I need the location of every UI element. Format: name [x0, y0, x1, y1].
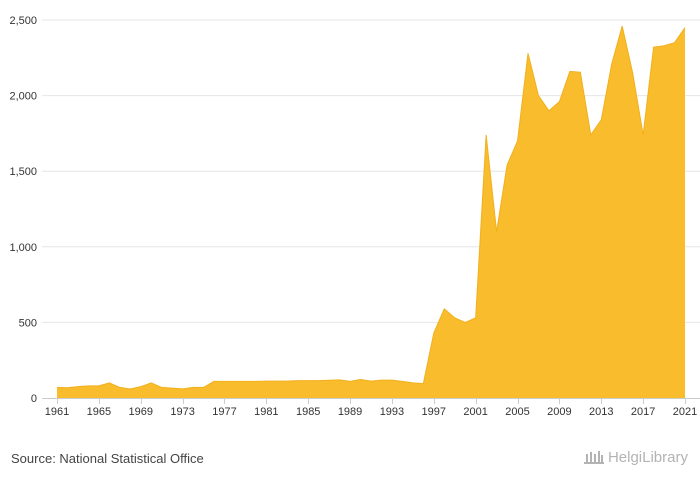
x-tick-label: 1965: [87, 406, 111, 418]
x-tick-label: 1985: [296, 406, 320, 418]
x-axis-labels: 1961 1965 1969 1973 1977 1981 1985 1989 1993 1997…: [45, 406, 697, 418]
x-axis: [42, 398, 700, 404]
x-tick-label: 2005: [505, 406, 529, 418]
x-tick-label: 1977: [212, 406, 236, 418]
x-tick-label: 1997: [422, 406, 446, 418]
brand-name: HelgiLibrary: [607, 448, 688, 466]
source-note: Source: National Statistical Office: [11, 451, 204, 466]
x-tick-label: 1993: [380, 406, 404, 418]
x-tick-label: 1981: [254, 406, 278, 418]
x-tick-label: 1961: [45, 406, 69, 418]
area-series-0: [57, 26, 685, 398]
y-tick-label: 2,500: [9, 15, 37, 27]
y-tick-label: 1,000: [9, 242, 37, 254]
x-tick-label: 1969: [128, 406, 152, 418]
library-building-icon: [583, 448, 605, 466]
brand-logo[interactable]: HelgiLibrary: [583, 448, 688, 466]
x-tick-label: 2009: [547, 406, 571, 418]
area-series-line-0: [56, 25, 686, 390]
x-tick-label: 1973: [170, 406, 194, 418]
y-axis-labels: 0 500 1,000 1,500 2,000 2,500: [9, 15, 37, 405]
x-tick-label: 2001: [463, 406, 487, 418]
y-tick-label: 2,000: [9, 91, 37, 103]
y-tick-label: 500: [19, 317, 37, 329]
x-tick-label: 2017: [631, 406, 655, 418]
y-tick-label: 0: [31, 393, 37, 405]
x-tick-label: 1989: [338, 406, 362, 418]
series-area: [56, 25, 686, 398]
y-tick-label: 1,500: [9, 166, 37, 178]
x-tick-label: 2013: [589, 406, 613, 418]
x-tick-label: 2021: [673, 406, 697, 418]
